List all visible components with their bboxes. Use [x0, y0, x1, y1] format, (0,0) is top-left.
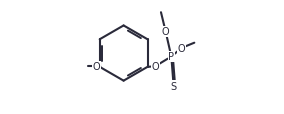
Text: O: O [151, 62, 159, 72]
Text: O: O [178, 44, 185, 53]
Text: O: O [93, 62, 100, 72]
Text: S: S [171, 81, 177, 91]
Text: P: P [168, 52, 174, 62]
Text: O: O [162, 27, 169, 37]
